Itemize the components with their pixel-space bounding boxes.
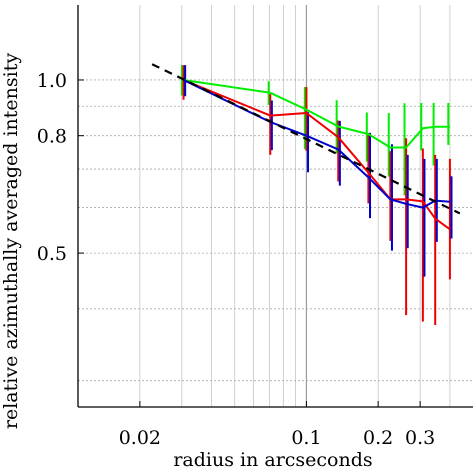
- x-tick-label: 0.2: [363, 427, 393, 449]
- x-tick-label: 0.1: [291, 427, 321, 449]
- y-tick-label: 0.5: [37, 243, 67, 265]
- grid: [78, 5, 473, 407]
- fit-line: [151, 63, 461, 215]
- y-axis-label: relative azimuthally averaged intensity: [0, 53, 22, 429]
- series-line: [183, 79, 450, 209]
- series-line: [183, 79, 450, 149]
- y-tick-label: 1.0: [37, 70, 67, 92]
- x-tick-label: 0.3: [405, 427, 435, 449]
- y-tick-label: 0.8: [37, 126, 67, 148]
- series-line: [183, 79, 451, 231]
- axes: [77, 5, 473, 408]
- tick-labels: 0.02 0.1 0.2 0.3 0.5 0.8 1.0: [37, 70, 435, 449]
- x-axis-label: radius in arcseconds: [173, 449, 372, 470]
- x-tick-label: 0.02: [119, 427, 161, 449]
- series-layer: [151, 63, 461, 325]
